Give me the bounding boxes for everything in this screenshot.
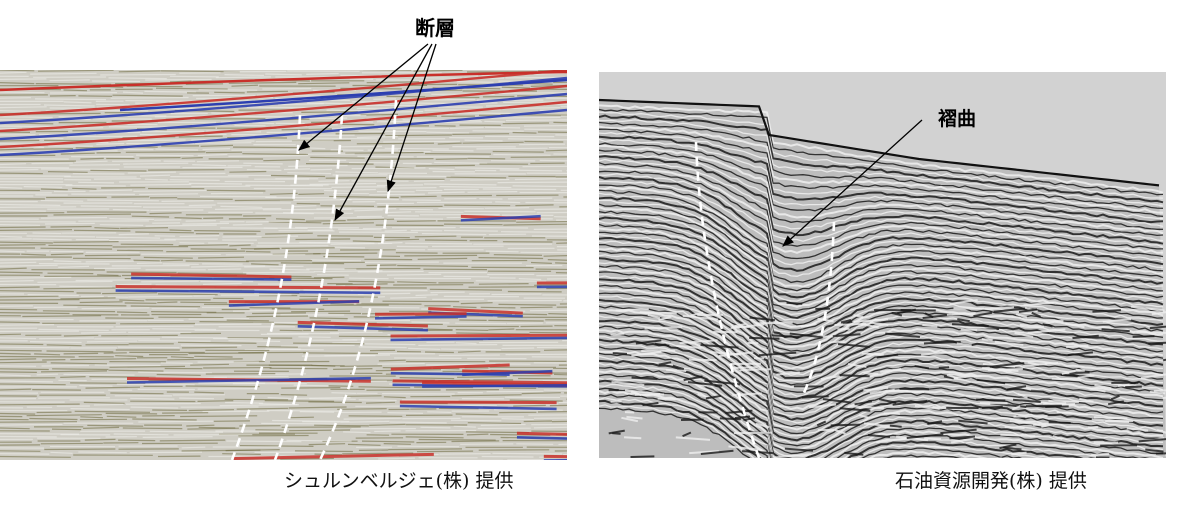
left-image-credit: シュルンベルジェ(株) 提供 [284,470,514,492]
fault-line [230,114,302,460]
fold-boundary-line [800,221,836,398]
fault-label: 断層 [415,16,455,40]
right-image-credit: 石油資源開発(株) 提供 [895,470,1087,492]
seismic-image-fault [0,70,567,460]
seismic-fault-graphic [0,70,567,460]
fold-boundary-line [694,141,761,458]
seismic-image-fold [599,72,1166,458]
seismic-fold-graphic [599,98,1166,458]
fold-label: 褶曲 [938,108,977,130]
